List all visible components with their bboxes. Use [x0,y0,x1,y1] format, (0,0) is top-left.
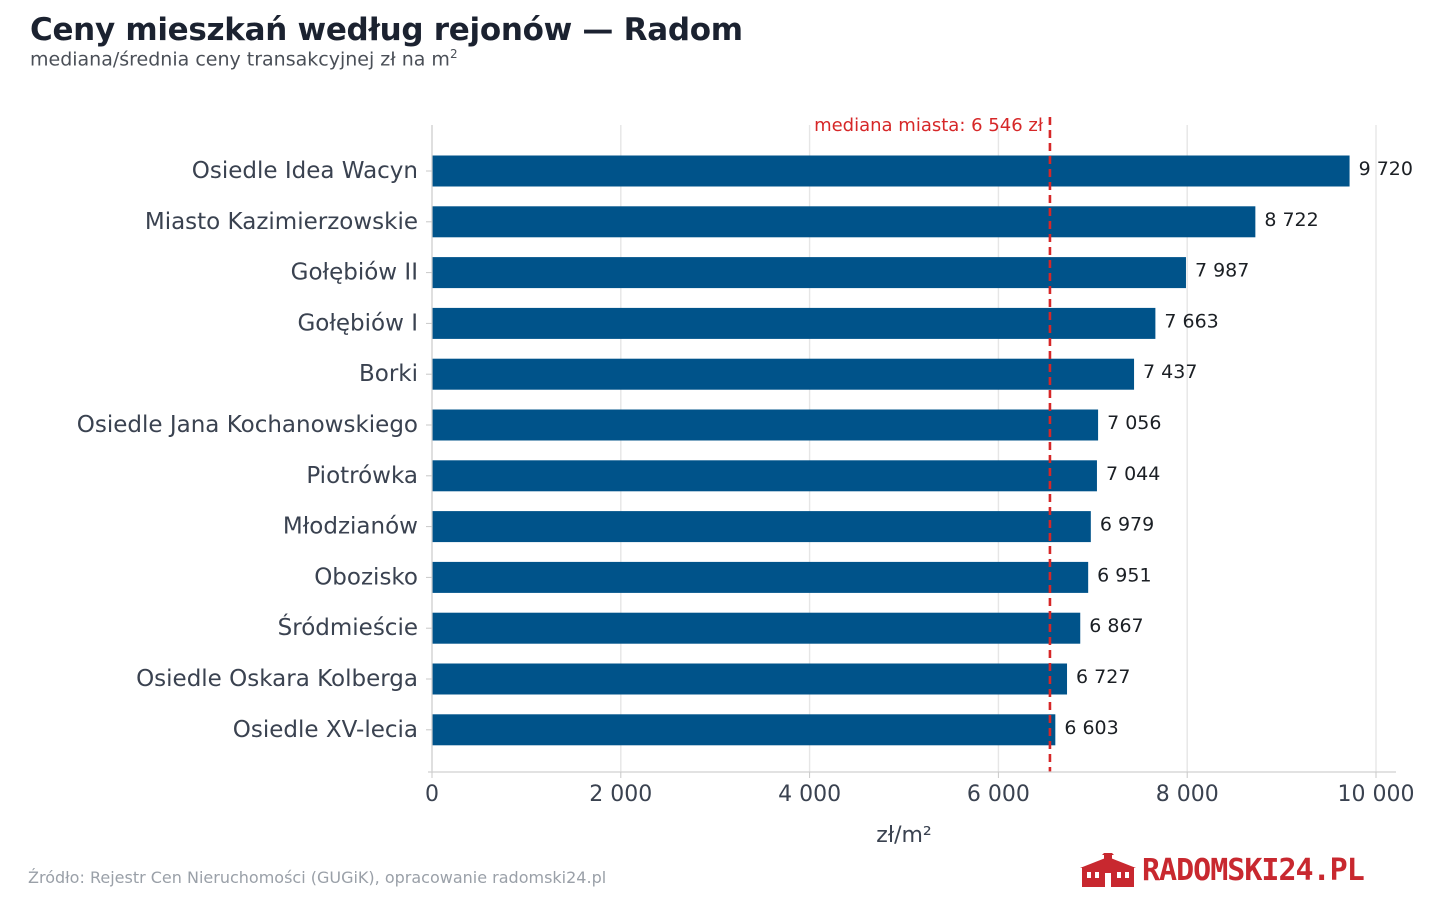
x-tick-label: 8 000 [1156,782,1219,807]
value-label: 7 437 [1143,361,1197,383]
value-label: 9 720 [1359,158,1413,180]
bar [432,206,1256,238]
axes: Osiedle Idea Wacyn Miasto Kazimierzowskie… [77,125,1415,848]
category-label: Piotrówka [306,463,418,489]
subtitle-text: mediana/średnia ceny transakcyjnej zł na… [30,48,450,71]
x-tick-label: 2 000 [589,782,652,807]
bar [432,257,1186,289]
value-label: 6 603 [1064,717,1118,739]
value-label: 7 056 [1107,412,1161,434]
logo-text: RADOMSKI24.PL [1142,852,1365,888]
category-label: Gołębiów I [297,310,418,336]
x-tick-label: 4 000 [778,782,841,807]
reference-line-label: mediana miasta: 6 546 zł [814,115,1044,136]
bar [432,307,1156,339]
reference-line-group: mediana miasta: 6 546 zł [814,115,1052,772]
bar-chart: 9 720 8 722 7 987 7 663 7 437 7 056 7 044 6 979… [77,115,1415,848]
category-label: Osiedle Oskara Kolberga [136,666,418,692]
bar [432,561,1089,593]
x-tick-label: 10 000 [1338,782,1415,807]
bar [432,663,1068,695]
value-label: 6 867 [1089,615,1143,637]
value-label: 6 979 [1100,514,1154,536]
bar [432,409,1099,441]
radomski24-logo: RADOMSKI24.PL [1080,852,1365,888]
category-label: Borki [359,361,418,387]
source-note: Źródło: Rejestr Cen Nieruchomości (GUGiK… [28,868,607,887]
category-label: Osiedle XV-lecia [233,717,418,743]
chart-subtitle: mediana/średnia ceny transakcyjnej zł na… [30,47,458,70]
value-label: 8 722 [1264,209,1318,231]
subtitle-superscript: 2 [449,47,458,61]
category-label: Osiedle Idea Wacyn [192,158,418,184]
bar [432,460,1097,492]
category-label: Młodzianów [283,514,418,540]
value-label: 7 044 [1106,463,1160,485]
bar [432,612,1081,644]
town-hall-icon [1080,853,1136,887]
bar [432,511,1091,543]
category-label: Gołębiów II [291,260,418,286]
value-label: 7 987 [1195,260,1249,282]
x-tick-label: 0 [425,782,439,807]
x-tick-label: 6 000 [967,782,1030,807]
x-axis-title: zł/m² [876,823,931,848]
bar [432,358,1135,390]
chart-title: Ceny mieszkań według rejonów — Radom [30,12,743,48]
category-label: Osiedle Jana Kochanowskiego [77,412,418,438]
bar [432,714,1056,746]
category-label: Obozisko [314,564,418,590]
category-label: Miasto Kazimierzowskie [145,209,418,235]
value-label: 6 727 [1076,666,1130,688]
value-label: 7 663 [1164,310,1218,332]
category-label: Śródmieście [278,613,418,641]
bars: 9 720 8 722 7 987 7 663 7 437 7 056 7 044 6 979… [432,155,1413,746]
bar [432,155,1350,187]
value-label: 6 951 [1097,564,1151,586]
